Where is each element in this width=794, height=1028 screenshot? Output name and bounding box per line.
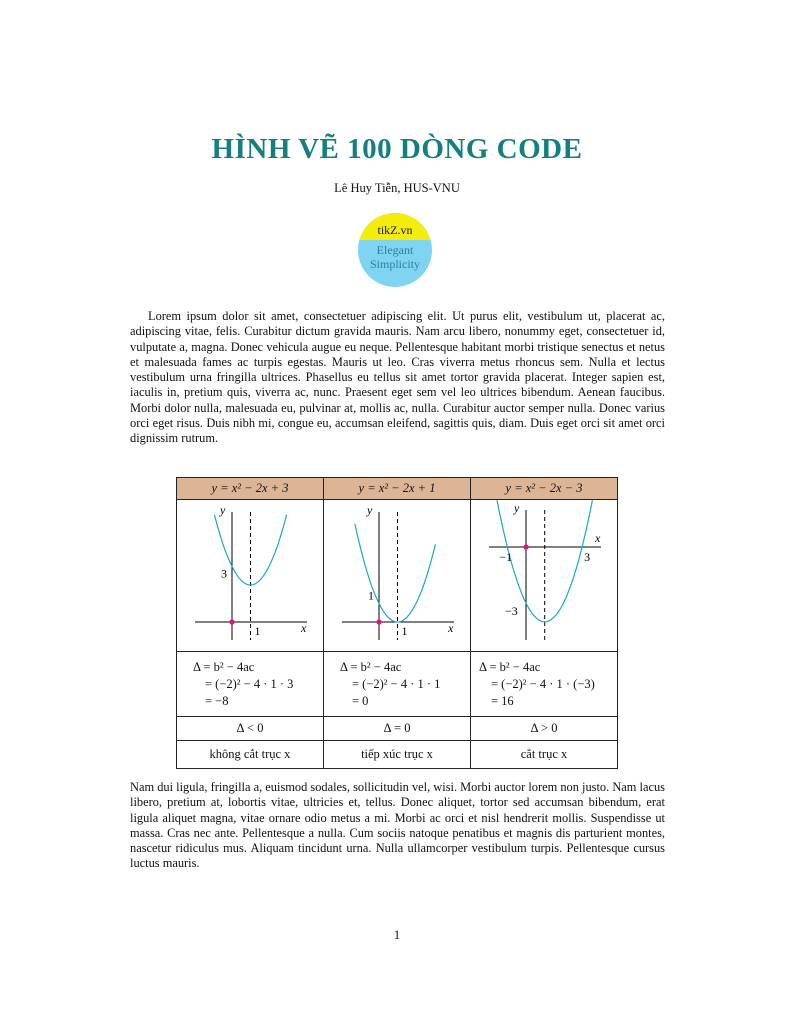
parabola-graph: y x −1 3 −3 <box>489 500 601 640</box>
calc-line: = −8 <box>205 693 229 708</box>
discriminant-calc: Δ = b² − 4ac = (−2)² − 4 · 1 · 3 = −8 <box>176 651 324 717</box>
origin-dot <box>523 544 529 550</box>
calc-line: = (−2)² − 4 · 1 · 3 <box>205 676 294 691</box>
logo-line2: Simplicity <box>369 257 420 271</box>
y-axis-label: y <box>219 503 226 517</box>
x-axis-label: x <box>594 531 601 545</box>
paragraph-1: Lorem ipsum dolor sit amet, consectetuer… <box>130 309 665 446</box>
origin-dot <box>376 619 382 625</box>
root-label: −1 <box>499 550 512 564</box>
y-intercept-label: 3 <box>221 567 227 581</box>
calc-line: Δ = b² − 4ac <box>193 659 255 674</box>
root-label: 3 <box>584 550 590 564</box>
calc-line: Δ = b² − 4ac <box>340 659 402 674</box>
header-cell: y = x² − 2x + 1 <box>323 477 471 500</box>
calc-line: = (−2)² − 4 · 1 · (−3) <box>491 676 595 691</box>
x-axis-label: x <box>300 621 307 635</box>
graph-cell: y x 1 1 <box>323 499 471 652</box>
logo-line1: Elegant <box>376 243 414 257</box>
delta-sign: Δ = 0 <box>323 716 471 741</box>
tikz-logo: tikZ.vn Elegant Simplicity <box>358 213 432 287</box>
parabola-graph: y x 1 1 <box>342 503 454 640</box>
calc-line: = (−2)² − 4 · 1 · 1 <box>352 676 441 691</box>
y-axis-label: y <box>513 501 520 515</box>
document-title: HÌNH VẼ 100 DÒNG CODE <box>211 133 583 165</box>
logo-top: tikZ.vn <box>358 213 432 240</box>
intersection-desc: tiếp xúc trục x <box>323 740 471 769</box>
parabola-curve <box>213 514 288 586</box>
calc-line: = 16 <box>491 693 514 708</box>
graph-cell: y x 1 3 <box>176 499 324 652</box>
intersection-desc: cắt trục x <box>470 740 618 769</box>
vertex-x-label: 1 <box>402 624 408 638</box>
calc-line: Δ = b² − 4ac <box>479 659 541 674</box>
author-line: Lê Huy Tiễn, HUS-VNU <box>334 181 460 195</box>
x-axis-label: x <box>447 621 454 635</box>
intersection-desc: không cắt trục x <box>176 740 324 769</box>
paragraph-2: Nam dui ligula, fringilla a, euismod sod… <box>130 780 665 871</box>
discriminant-calc: Δ = b² − 4ac = (−2)² − 4 · 1 · 1 = 0 <box>323 651 471 717</box>
calc-line: = 0 <box>352 693 369 708</box>
header-cell: y = x² − 2x − 3 <box>470 477 618 500</box>
y-intercept-label: 1 <box>368 589 374 603</box>
vertex-x-label: 1 <box>255 624 261 638</box>
parabola-graph: y x 1 3 <box>195 503 307 640</box>
header-cell: y = x² − 2x + 3 <box>176 477 324 500</box>
parabola-curve <box>354 523 436 623</box>
y-intercept-label: −3 <box>505 604 518 618</box>
delta-sign: Δ < 0 <box>176 716 324 741</box>
quadratic-comparison-table: y = x² − 2x + 3 y = x² − 2x + 1 y = x² −… <box>176 477 618 769</box>
logo-bottom: Elegant Simplicity <box>358 240 432 271</box>
parabola-curve <box>496 500 593 623</box>
origin-dot <box>229 619 235 625</box>
discriminant-calc: Δ = b² − 4ac = (−2)² − 4 · 1 · (−3) = 16 <box>470 651 618 717</box>
delta-sign: Δ > 0 <box>470 716 618 741</box>
y-axis-label: y <box>366 503 373 517</box>
graph-cell: y x −1 3 −3 <box>470 499 618 652</box>
page-number: 1 <box>393 928 401 942</box>
